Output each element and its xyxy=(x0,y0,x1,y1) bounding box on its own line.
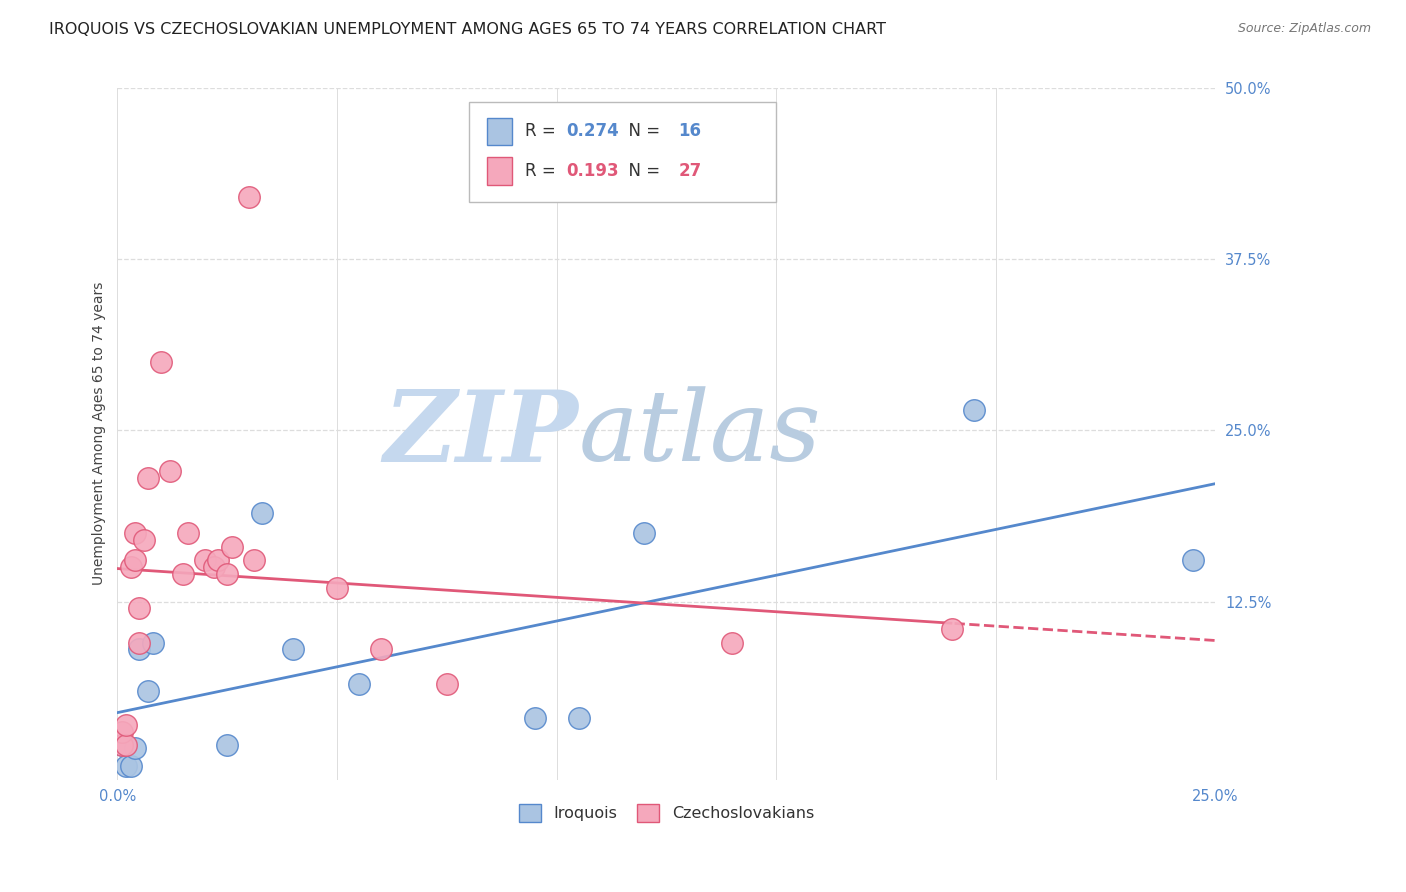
Text: 16: 16 xyxy=(679,122,702,140)
Point xyxy=(142,635,165,649)
Text: atlas: atlas xyxy=(578,386,821,482)
Text: IROQUOIS VS CZECHOSLOVAKIAN UNEMPLOYMENT AMONG AGES 65 TO 74 YEARS CORRELATION C: IROQUOIS VS CZECHOSLOVAKIAN UNEMPLOYMENT… xyxy=(49,22,886,37)
Point xyxy=(136,683,159,698)
Legend: Iroquois, Czechoslovakians: Iroquois, Czechoslovakians xyxy=(512,797,821,829)
Point xyxy=(436,677,458,691)
Point xyxy=(252,506,274,520)
Point xyxy=(132,533,155,547)
Point xyxy=(941,622,963,636)
Text: 0.274: 0.274 xyxy=(567,122,619,140)
Point xyxy=(111,724,134,739)
FancyBboxPatch shape xyxy=(488,118,512,145)
Point xyxy=(128,601,150,615)
Text: R =: R = xyxy=(524,162,561,180)
Point xyxy=(115,739,138,753)
Text: 0.193: 0.193 xyxy=(567,162,619,180)
Text: ZIP: ZIP xyxy=(384,385,578,482)
Point xyxy=(194,553,217,567)
Point xyxy=(633,526,655,541)
Point xyxy=(1182,553,1205,567)
FancyBboxPatch shape xyxy=(488,157,512,185)
Point xyxy=(242,553,264,567)
FancyBboxPatch shape xyxy=(468,102,776,202)
Point xyxy=(150,355,173,369)
Point xyxy=(347,677,370,691)
Text: N =: N = xyxy=(619,162,665,180)
Point xyxy=(124,553,146,567)
Text: 27: 27 xyxy=(679,162,702,180)
Point xyxy=(136,471,159,485)
Y-axis label: Unemployment Among Ages 65 to 74 years: Unemployment Among Ages 65 to 74 years xyxy=(93,282,107,585)
Point xyxy=(115,718,138,732)
Text: R =: R = xyxy=(524,122,561,140)
Point xyxy=(177,526,200,541)
Text: N =: N = xyxy=(619,122,665,140)
Point xyxy=(326,581,349,595)
Point xyxy=(124,526,146,541)
Point xyxy=(128,635,150,649)
Point xyxy=(202,560,225,574)
Point xyxy=(217,567,239,582)
Point xyxy=(217,739,239,753)
Point xyxy=(523,711,546,725)
Point xyxy=(963,402,986,417)
Point xyxy=(111,739,134,753)
Point xyxy=(721,635,744,649)
Point xyxy=(370,642,392,657)
Point xyxy=(120,759,142,773)
Point xyxy=(128,642,150,657)
Text: Source: ZipAtlas.com: Source: ZipAtlas.com xyxy=(1237,22,1371,36)
Point xyxy=(172,567,194,582)
Point xyxy=(281,642,304,657)
Point xyxy=(567,711,589,725)
Point xyxy=(124,741,146,756)
Point xyxy=(115,759,138,773)
Point xyxy=(120,560,142,574)
Point xyxy=(159,464,181,478)
Point xyxy=(238,190,260,204)
Point xyxy=(221,540,243,554)
Point xyxy=(207,553,229,567)
Point xyxy=(111,739,134,753)
